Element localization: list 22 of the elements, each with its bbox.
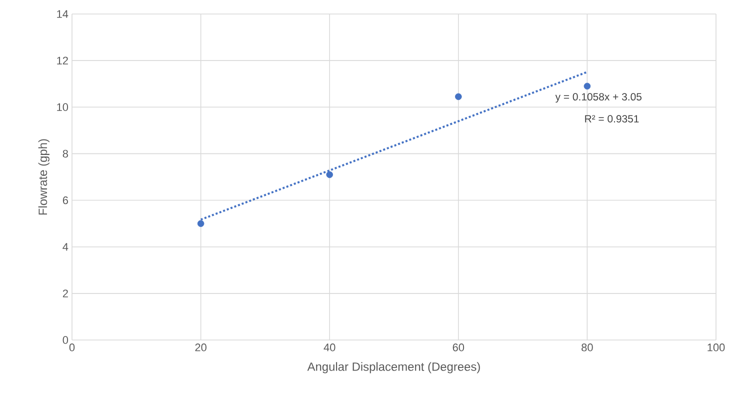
annotation: R² = 0.9351 <box>585 115 639 122</box>
x-tick-label: 0 <box>69 344 75 352</box>
x-tick-label: 100 <box>708 344 725 352</box>
x-tick-label: 80 <box>582 344 593 352</box>
x-axis-title: Angular Displacement (Degrees) <box>307 362 480 374</box>
y-tick-label: 14 <box>57 10 68 18</box>
y-tick-label: 6 <box>62 196 68 204</box>
y-tick-label: 12 <box>57 56 68 64</box>
x-tick-label: 20 <box>195 344 206 352</box>
point <box>197 220 204 227</box>
point <box>584 82 591 90</box>
y-tick-label: 4 <box>62 243 68 251</box>
point <box>326 171 333 178</box>
y-axis-title: Flowrate (gph) <box>38 139 50 215</box>
y-tick-label: 10 <box>57 103 68 112</box>
y-tick-label: 0 <box>62 336 68 344</box>
y-tick-label: 8 <box>62 150 68 158</box>
point <box>455 93 462 100</box>
x-tick-label: 40 <box>324 344 336 352</box>
y-tick-label: 2 <box>62 290 68 298</box>
annotation: y = 0.1058x + 3.05 <box>555 93 642 103</box>
x-tick-label: 60 <box>452 344 464 352</box>
